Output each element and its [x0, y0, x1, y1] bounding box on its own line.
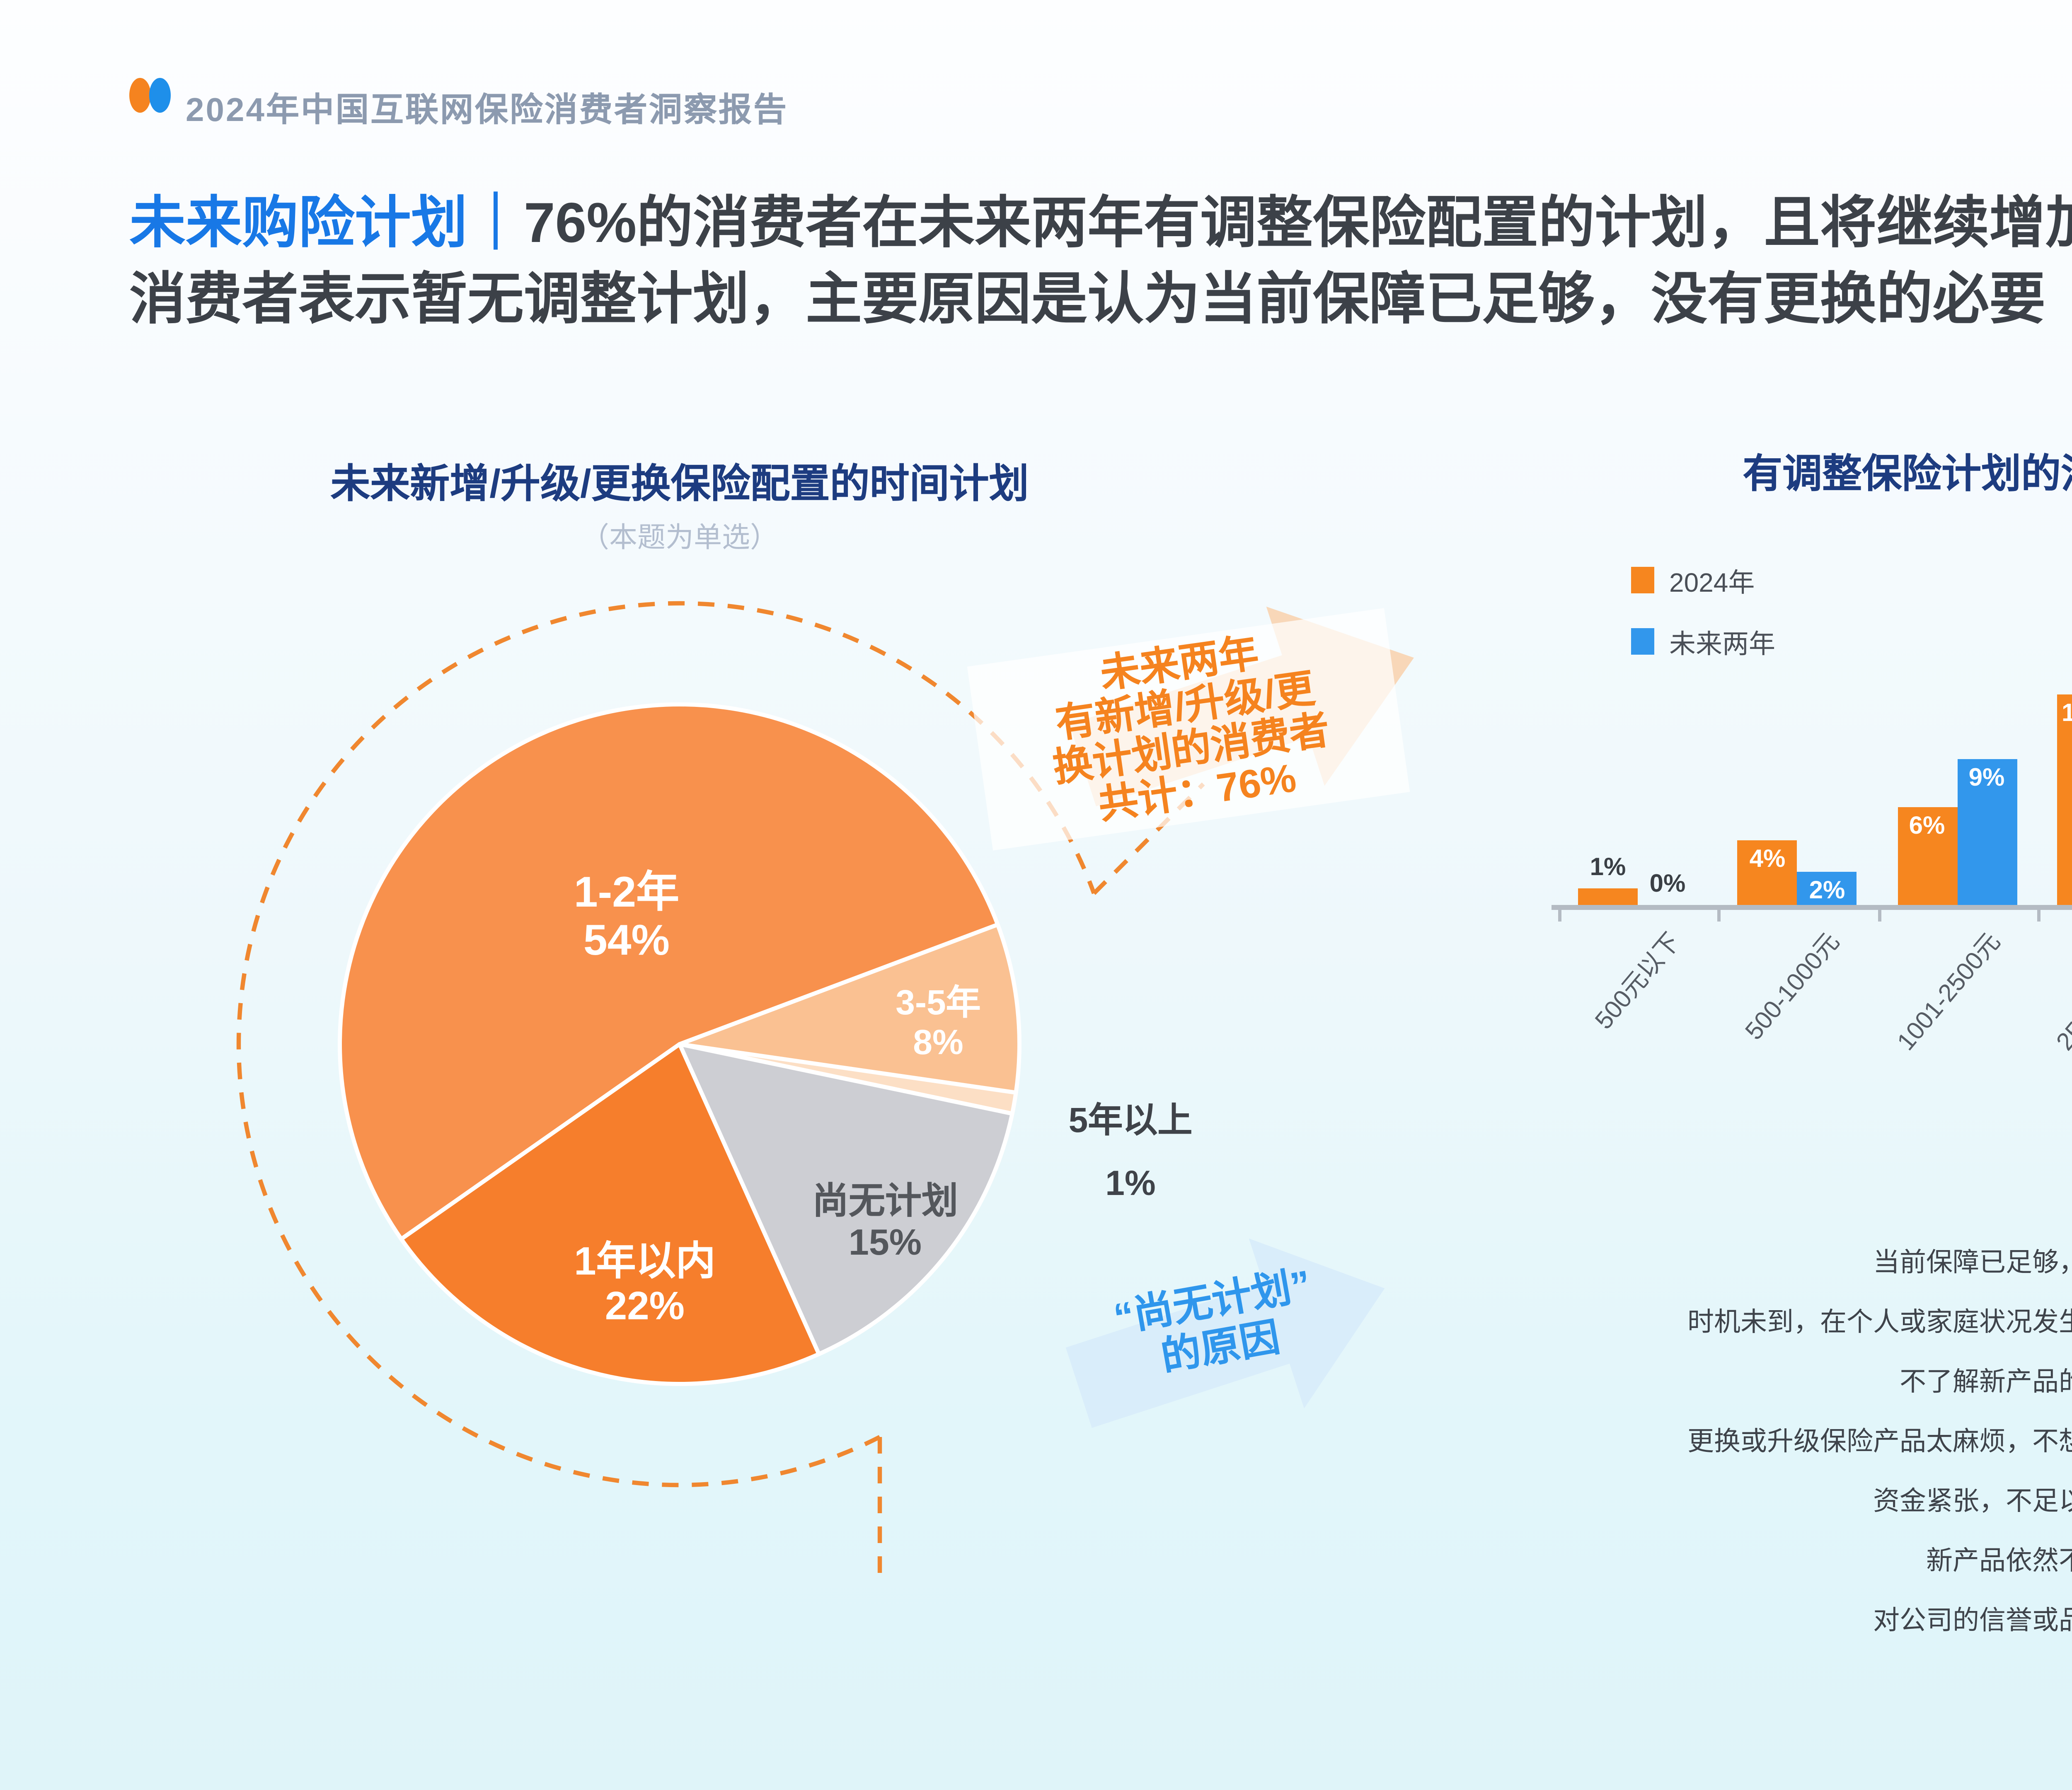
- pie-label-no-plan: 尚无计划 15%: [812, 1180, 958, 1263]
- reason-label: 其他: [1442, 1657, 2072, 1697]
- budget-axis-tick: [1877, 910, 1881, 922]
- budget-bar-2024年-0: 1%: [1578, 854, 1638, 905]
- reason-label: 资金紧张，不足以购买额外的保险: [1873, 1488, 2072, 1517]
- budget-x-axis: [1552, 905, 2072, 922]
- budget-axis-tick: [1558, 910, 1561, 922]
- pie-slice-4: [399, 1042, 821, 1386]
- budget-bar-plot: 1%0%4%2%6%9%13%13%17%14%16%17%18%14%13%1…: [1558, 583, 2072, 905]
- budget-bar-value: 1%: [1590, 854, 1626, 882]
- legend-label-future: 未来两年: [1669, 631, 1776, 660]
- pie-chart-title: 未来新增/升级/更换保险配置的时间计划: [330, 462, 1029, 507]
- reason-label: 当前保障已足够，没有更换的必要: [1873, 1250, 2072, 1278]
- pie-slice-3: [678, 1042, 1014, 1356]
- pie-label-over5years: 5年以上 1%: [1068, 1102, 1193, 1203]
- pie-chart-subtitle: （本题为单选）: [581, 522, 778, 554]
- budget-chart-title: 有调整保险计划的消费者未来家庭年保费预算分布（对比2024）: [1743, 452, 2072, 497]
- reasons-chart-subtitle: （本题为多选）: [1459, 1157, 2072, 1198]
- budget-chart-subtitle: （本题为单选）: [1459, 507, 2072, 549]
- legend-item-future: 未来两年: [1631, 628, 1775, 660]
- reason-label: 不了解新产品的相关信息或优势: [1899, 1369, 2072, 1397]
- pie-slice-1: [678, 922, 1021, 1095]
- headline-line1: 未来购险计划｜76%的消费者在未来两年有调整保险配置的计划，且将继续增加保费预算…: [129, 186, 2072, 262]
- budget-bar-value: 0%: [1649, 870, 1686, 898]
- reason-row-2: 不了解新产品的相关信息或优势25%: [1442, 1349, 2072, 1409]
- budget-bar-未来两年-2: 9%: [1957, 759, 2016, 905]
- reason-label: 时机未到，在个人或家庭状况发生变化后再作打算: [1687, 1309, 2072, 1338]
- budget-axis-tick: [2037, 910, 2040, 922]
- pie-label-1-2years: 1-2年 54%: [574, 867, 680, 965]
- budget-bar-2024年-3: 13%: [2057, 694, 2072, 905]
- brand-dot-orange-icon: [129, 78, 151, 113]
- budget-bar-2024年-2: 6%: [1897, 807, 1957, 905]
- reason-label: 对公司的信誉或品牌形象有所担忧: [1873, 1608, 2072, 1636]
- budget-bar-value: 6%: [1909, 812, 1945, 840]
- legend-label-2024: 2024年: [1669, 570, 1755, 598]
- legend-swatch-future: [1631, 628, 1654, 655]
- budget-bar-value: 9%: [1968, 764, 2005, 792]
- reasons-bar-plot: 当前保障已足够，没有更换的必要64%时机未到，在个人或家庭状况发生变化后再作打算…: [1442, 1230, 2072, 1707]
- pie-chart: [236, 601, 1205, 1580]
- pie-label-within1year: 1年以内 22%: [574, 1240, 716, 1329]
- headline-highlight: 未来购险计划: [129, 192, 467, 255]
- budget-bar-2024年-1: 4%: [1738, 840, 1797, 905]
- reason-row-5: 新产品依然不能满足我的诉求5%: [1442, 1528, 2072, 1588]
- headline-text1: 76%的消费者在未来两年有调整保险配置的计划，且将继续增加保费预算；15%的: [524, 192, 2072, 255]
- budget-bar-未来两年-1: 2%: [1797, 872, 1857, 905]
- reason-row-7: 其他0%: [1442, 1647, 2072, 1707]
- pie-slice-0: [338, 702, 1000, 1241]
- reason-row-1: 时机未到，在个人或家庭状况发生变化后再作打算30%: [1442, 1289, 2072, 1349]
- legend-item-2024: 2024年: [1631, 567, 1755, 598]
- headline-line2: 消费者表示暂无调整计划，主要原因是认为当前保障已足够，没有更换的必要: [129, 268, 2045, 331]
- budget-axis-tick: [1718, 910, 1721, 922]
- reason-label: 新产品依然不能满足我的诉求: [1926, 1548, 2072, 1576]
- budget-bar-value: 2%: [1809, 877, 1845, 905]
- budget-bar-value: 4%: [1749, 845, 1786, 873]
- reason-row-4: 资金紧张，不足以购买额外的保险23%: [1442, 1468, 2072, 1528]
- brand-dot-blue-icon: [149, 78, 171, 113]
- pie-label-3-5years: 3-5年 8%: [896, 984, 981, 1062]
- reason-row-0: 当前保障已足够，没有更换的必要64%: [1442, 1230, 2072, 1289]
- reason-row-3: 更换或升级保险产品太麻烦，不想投入时间和精力24%: [1442, 1409, 2072, 1468]
- legend-swatch-2024: [1631, 567, 1654, 593]
- reason-label: 更换或升级保险产品太麻烦，不想投入时间和精力: [1687, 1429, 2072, 1457]
- report-title: 2024年中国互联网保险消费者洞察报告: [186, 93, 788, 129]
- headline-separator: ｜: [467, 192, 524, 255]
- budget-bar-value: 13%: [2062, 699, 2072, 728]
- reason-row-6: 对公司的信誉或品牌形象有所担忧4%: [1442, 1588, 2072, 1647]
